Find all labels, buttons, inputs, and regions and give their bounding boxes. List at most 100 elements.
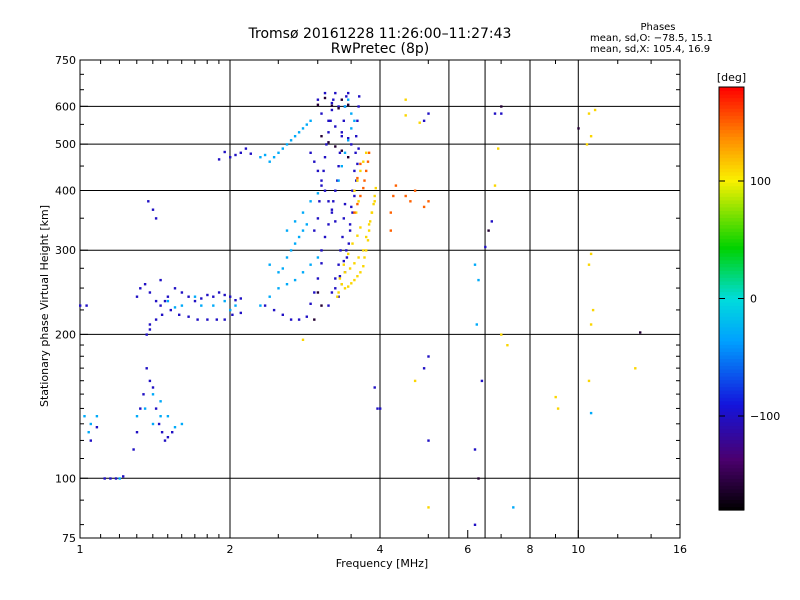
data-point xyxy=(223,299,226,303)
x-axis-label: Frequency [MHz] xyxy=(336,557,428,570)
data-point xyxy=(143,283,147,286)
data-point xyxy=(373,200,376,203)
colorbar-segment xyxy=(719,146,744,152)
colorbar-segment xyxy=(719,337,744,342)
data-point xyxy=(309,200,312,203)
data-point xyxy=(422,205,426,209)
data-point xyxy=(285,143,289,146)
data-point xyxy=(422,119,426,122)
data-point xyxy=(316,277,320,280)
x-tick-label: 10 xyxy=(571,543,585,556)
colorbar-segment xyxy=(719,421,744,427)
colorbar-segment xyxy=(719,312,744,317)
data-point xyxy=(330,108,334,112)
data-point xyxy=(206,318,209,321)
data-point xyxy=(327,223,330,226)
colorbar: [deg] 100 0 −100 xyxy=(717,71,780,511)
data-point xyxy=(316,217,320,220)
colorbar-segment xyxy=(719,199,744,204)
data-point xyxy=(142,393,145,396)
y-tick-label: 600 xyxy=(55,100,76,113)
data-point xyxy=(473,263,477,266)
data-point xyxy=(366,239,370,242)
data-point xyxy=(337,165,340,168)
colorbar-segment xyxy=(719,354,744,360)
data-point xyxy=(289,139,293,142)
colorbar-segment xyxy=(719,252,744,257)
data-point xyxy=(215,318,218,321)
data-point xyxy=(166,295,170,298)
colorbar-segment xyxy=(719,280,744,286)
colorbar-segment xyxy=(719,129,744,134)
data-point xyxy=(139,287,142,290)
data-point xyxy=(343,151,347,154)
data-point xyxy=(330,208,334,211)
data-point xyxy=(556,407,560,410)
data-point xyxy=(330,291,334,294)
data-point xyxy=(272,156,276,159)
data-point xyxy=(327,200,330,203)
data-point xyxy=(234,153,237,157)
data-point xyxy=(351,211,354,214)
colorbar-segment xyxy=(719,404,744,409)
data-point xyxy=(350,143,353,146)
data-point xyxy=(323,189,327,192)
data-point xyxy=(143,407,147,410)
colorbar-segment xyxy=(719,471,744,476)
data-point xyxy=(223,150,226,154)
data-point xyxy=(159,415,162,418)
colorbar-segment xyxy=(719,372,744,377)
colorbar-segment xyxy=(719,390,744,395)
data-point xyxy=(338,275,342,278)
colorbar-segment xyxy=(719,206,744,211)
colorbar-segment xyxy=(719,478,744,483)
data-point xyxy=(154,217,158,220)
colorbar-segment xyxy=(719,369,744,374)
data-point xyxy=(160,313,164,316)
data-point xyxy=(154,318,158,321)
data-point xyxy=(351,242,354,245)
data-point xyxy=(334,277,337,280)
data-point xyxy=(332,200,335,203)
data-point xyxy=(577,127,580,130)
colorbar-segment xyxy=(719,453,744,458)
data-point xyxy=(506,344,509,347)
data-point xyxy=(313,318,316,321)
data-point xyxy=(512,506,515,509)
data-point xyxy=(554,395,557,399)
data-point xyxy=(347,252,350,256)
data-point xyxy=(363,179,366,182)
data-point xyxy=(249,152,252,155)
data-point xyxy=(338,277,342,280)
data-point xyxy=(277,287,280,290)
data-point xyxy=(347,103,350,106)
data-point xyxy=(357,147,360,150)
data-point xyxy=(348,267,352,270)
data-point xyxy=(585,143,589,146)
data-point xyxy=(173,287,177,290)
colorbar-segment xyxy=(719,139,744,145)
data-point xyxy=(427,439,430,442)
data-point xyxy=(147,200,150,203)
data-point xyxy=(358,95,361,98)
data-point xyxy=(159,304,162,307)
data-point xyxy=(148,328,152,331)
colorbar-segment xyxy=(719,425,744,430)
data-point xyxy=(367,223,371,226)
colorbar-segment xyxy=(719,481,744,486)
colorbar-segment xyxy=(719,235,744,240)
data-point xyxy=(366,160,370,163)
data-point xyxy=(118,477,121,480)
data-point xyxy=(217,158,221,161)
data-point xyxy=(206,293,209,297)
colorbar-segment xyxy=(719,277,744,282)
data-point xyxy=(418,121,421,124)
data-point xyxy=(343,271,347,274)
colorbar-segment xyxy=(719,467,744,472)
colorbar-segment xyxy=(719,90,744,95)
colorbar-segment xyxy=(719,492,744,497)
data-point xyxy=(135,295,139,298)
data-point xyxy=(285,283,289,286)
data-point xyxy=(263,153,267,157)
